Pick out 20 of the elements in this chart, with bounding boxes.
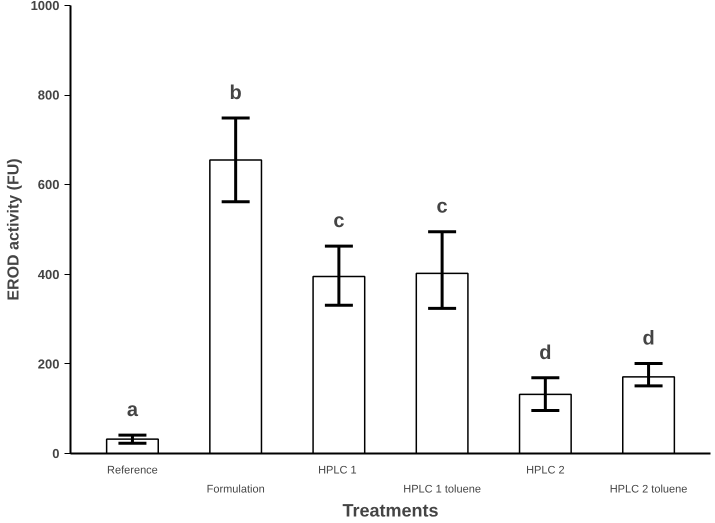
x-tick-label: HPLC 1 toluene (403, 484, 481, 496)
y-tick-label: 400 (38, 266, 60, 282)
annotation: c (333, 210, 344, 232)
y-tick-label: 0 (52, 446, 60, 461)
annotation: a (126, 399, 139, 422)
y-tick-label: 600 (38, 177, 60, 192)
x-tick-label: HPLC 2 (526, 464, 565, 476)
y-tick-label: 1000 (30, 0, 60, 13)
annotation: d (539, 342, 552, 364)
y-axis-title: EROD activity (FU) (6, 158, 23, 301)
x-tick-label: HPLC 1 (318, 464, 357, 476)
x-tick-label: Formulation (206, 484, 265, 496)
annotation: d (642, 327, 655, 350)
x-axis-title: Treatments (342, 500, 439, 520)
x-tick-label: Reference (107, 464, 158, 476)
annotation: c (436, 196, 448, 218)
y-tick-label: 800 (38, 88, 60, 103)
x-tick-label: HPLC 2 toluene (610, 484, 688, 496)
annotation: b (230, 82, 242, 104)
y-tick-label: 200 (38, 356, 60, 372)
